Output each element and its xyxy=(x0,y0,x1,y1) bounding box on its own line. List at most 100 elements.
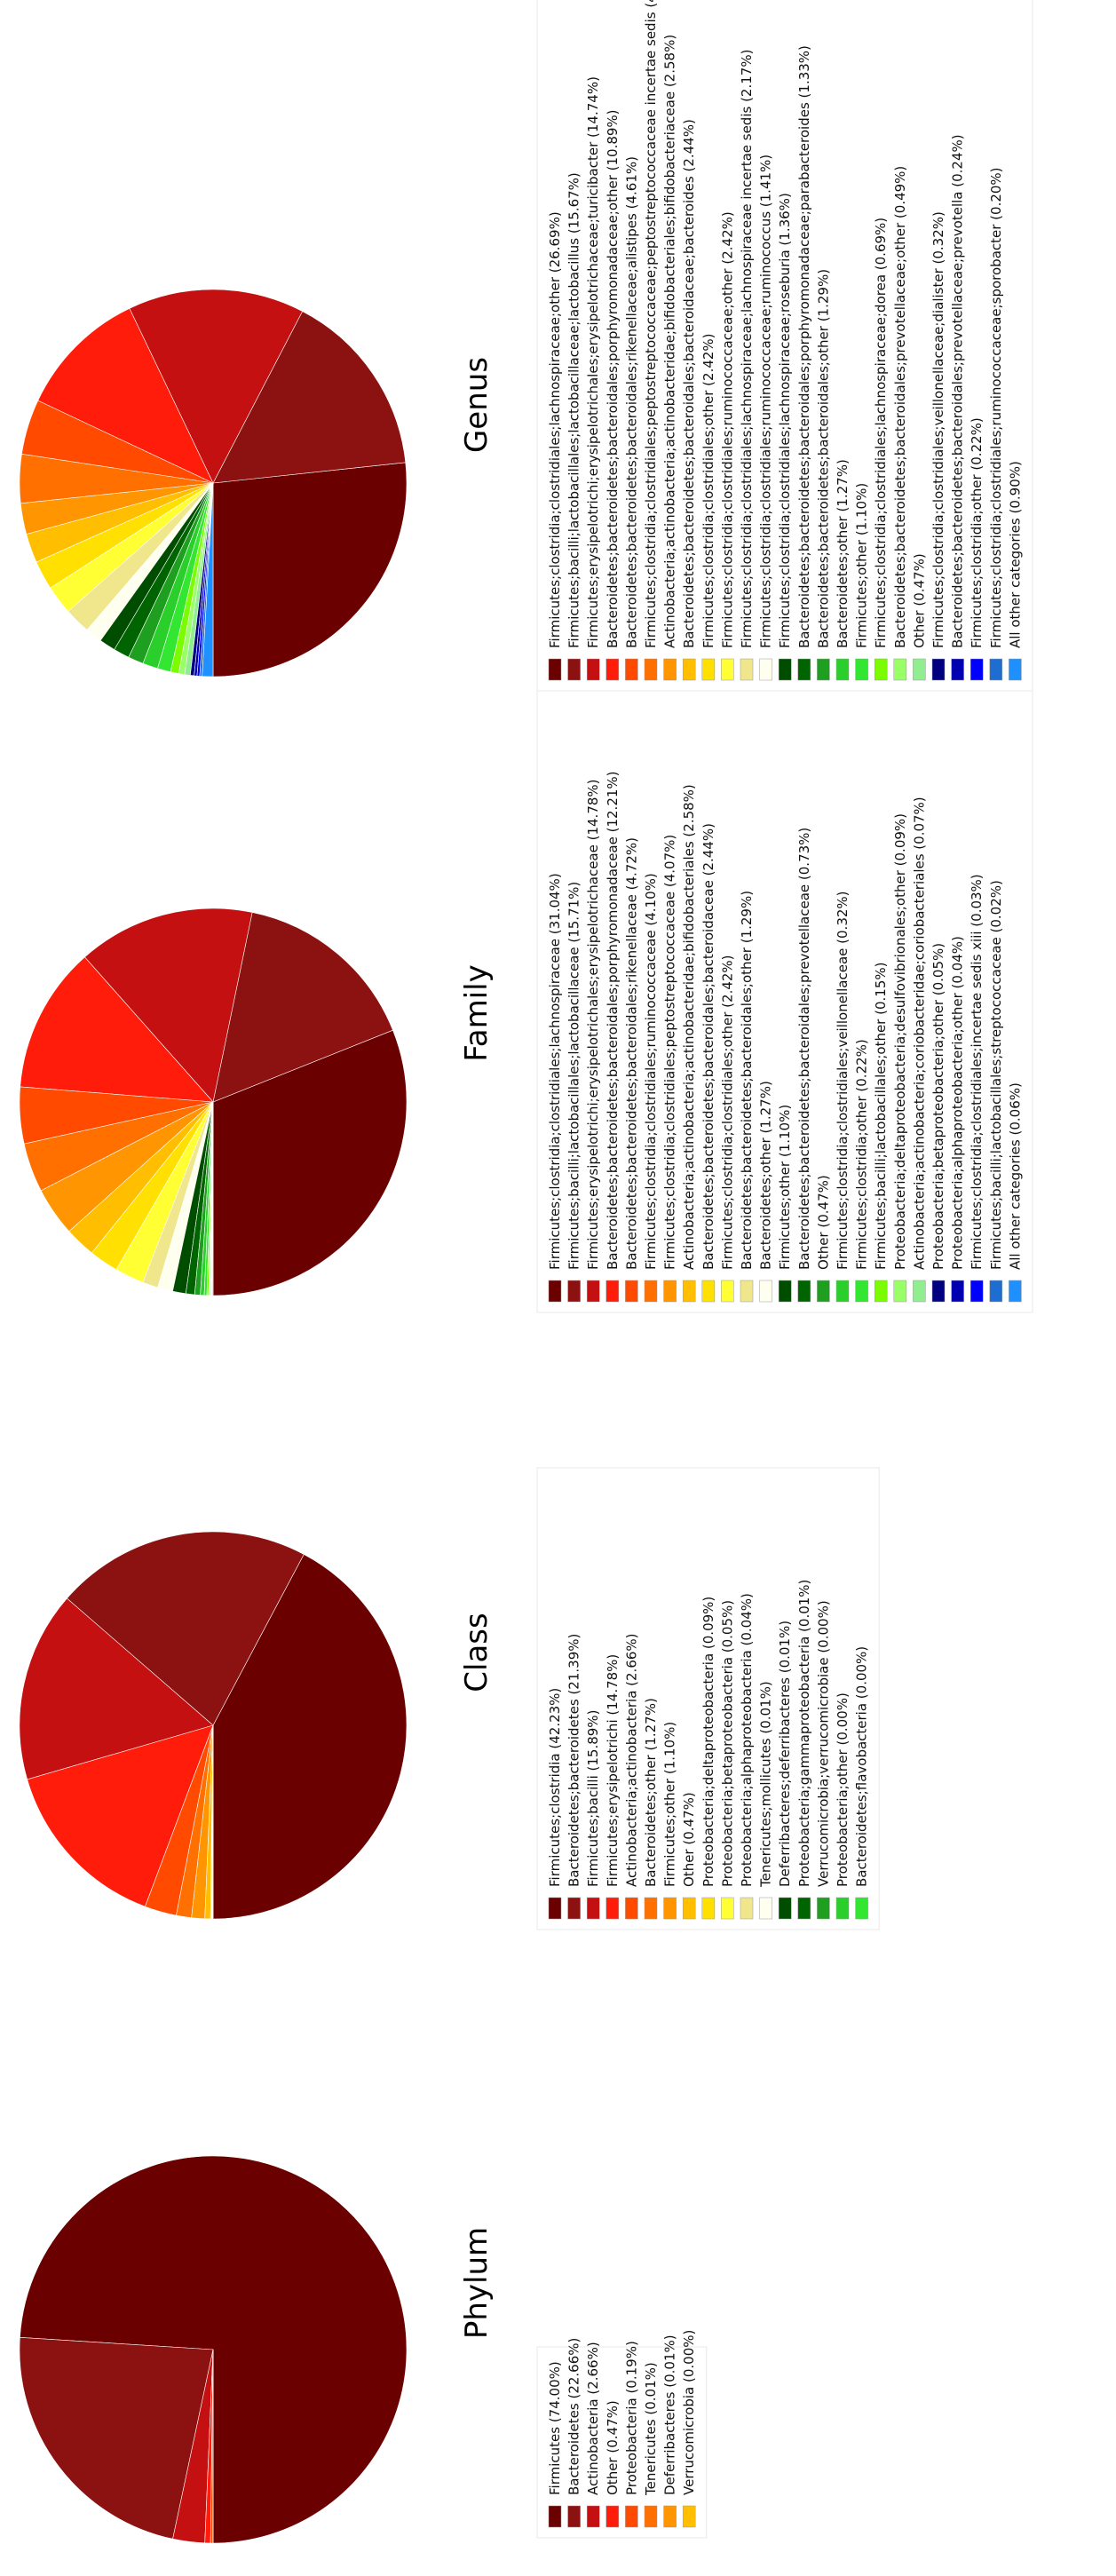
legend-swatch xyxy=(740,1280,754,1303)
legend-phylum: Firmicutes (74.00%) Bacteroidetes (22.66%… xyxy=(536,2330,708,2539)
legend-swatch xyxy=(682,658,696,681)
legend-label: Firmicutes;clostridia;clostridiales;othe… xyxy=(719,955,735,1270)
legend-label: Firmicutes;bacilli;lactobacillales;strep… xyxy=(988,880,1004,1270)
legend-label: Firmicutes (74.00%) xyxy=(547,2361,563,2495)
legend-swatch xyxy=(874,1280,888,1303)
legend-label: Other (0.47%) xyxy=(681,1792,697,1887)
legend-label: Bacteroidetes;bacteroidetes;bacteroidale… xyxy=(681,119,697,648)
legend-label: Tenericutes;mollicutes (0.01%) xyxy=(758,1681,774,1888)
panel-family: Family Firmicutes;clostridia;clostridial… xyxy=(19,628,1033,1313)
pie-phylum xyxy=(19,2155,408,2544)
legend-frame xyxy=(536,1467,880,1930)
legend-label: Deferribacteres;deferribacteres (0.01%) xyxy=(777,1621,793,1887)
chart-title-phylum: Phylum xyxy=(459,2227,495,2339)
legend-swatch xyxy=(625,2505,638,2528)
legend-swatch xyxy=(855,1897,868,1920)
legend-genus: Firmicutes;clostridia;clostridiales;lach… xyxy=(536,0,1033,692)
legend-swatch xyxy=(567,1897,581,1920)
legend-swatch xyxy=(817,1280,830,1303)
legend-swatch xyxy=(913,658,926,681)
pie-family xyxy=(19,908,408,1296)
legend-swatch xyxy=(951,658,964,681)
legend-swatch xyxy=(893,1280,907,1303)
legend-swatch xyxy=(855,658,868,681)
pie-class xyxy=(19,1531,408,1920)
legend-label: Bacteroidetes;flavobacteria (0.00%) xyxy=(854,1646,870,1887)
legend-swatch xyxy=(567,658,581,681)
legend-label: Other (0.47%) xyxy=(815,1175,831,1270)
pie-slice-genus-0 xyxy=(212,462,408,678)
legend-label: Firmicutes;clostridia;clostridiales;ince… xyxy=(969,874,985,1270)
legend-swatch xyxy=(740,1897,754,1920)
legend-swatch xyxy=(644,1280,658,1303)
legend-swatch xyxy=(893,658,907,681)
legend-label: Bacteroidetes;other (1.27%) xyxy=(758,1081,774,1270)
legend-label: Bacteroidetes;other (1.27%) xyxy=(835,459,851,648)
chart-title-family: Family xyxy=(459,964,495,1061)
legend-label: Proteobacteria;alphaproteobacteria (0.04… xyxy=(739,1593,755,1887)
legend-swatch xyxy=(1009,1280,1022,1303)
legend-swatch xyxy=(778,1897,792,1920)
legend-label: Verrucomicrobia (0.00%) xyxy=(681,2330,697,2495)
legend-label: Bacteroidetes (22.66%) xyxy=(566,2338,582,2495)
legend-swatch xyxy=(701,1280,716,1303)
legend-label: Bacteroidetes;bacteroidetes;bacteroidale… xyxy=(950,134,966,648)
legend-frame xyxy=(536,0,1033,692)
legend-label: Proteobacteria;gammaproteobacteria (0.01… xyxy=(796,1580,812,1887)
chart-title-class: Class xyxy=(459,1613,495,1692)
legend-label: Firmicutes;clostridia;clostridiales;othe… xyxy=(700,333,716,648)
legend-label: Bacteroidetes;bacteroidetes (21.39%) xyxy=(566,1634,582,1887)
legend-label: Actinobacteria;actinobacteria;actinobact… xyxy=(662,35,678,648)
legend-label: Firmicutes;other (1.10%) xyxy=(854,483,870,648)
legend-label: Actinobacteria;actinobacteria (2.66%) xyxy=(623,1633,639,1887)
legend-label: Actinobacteria (2.66%) xyxy=(585,2342,601,2495)
legend-label: Proteobacteria;deltaproteobacteria;desul… xyxy=(892,813,908,1270)
legend-label: Firmicutes;clostridia;clostridiales;rumi… xyxy=(719,211,735,648)
legend-label: Proteobacteria (0.19%) xyxy=(623,2341,639,2495)
legend-label: Firmicutes;other (1.10%) xyxy=(777,1105,793,1270)
legend-swatch xyxy=(605,1897,620,1920)
legend-swatch xyxy=(701,1897,716,1920)
legend-label: Bacteroidetes;bacteroidetes;bacteroidale… xyxy=(623,156,639,648)
legend-swatch xyxy=(721,1897,734,1920)
legend-swatch xyxy=(855,1280,868,1303)
legend-label: Firmicutes;clostridia;clostridiales;veil… xyxy=(930,211,946,648)
legend-label: Bacteroidetes;other (1.27%) xyxy=(643,1698,659,1887)
legend-swatch xyxy=(605,1280,620,1303)
legend-label: Bacteroidetes;bacteroidetes;bacteroidale… xyxy=(796,45,812,648)
legend-swatch xyxy=(797,1897,811,1920)
pie-slice-genus-2 xyxy=(129,289,304,484)
legend-label: Actinobacteria;actinobacteria;actinobact… xyxy=(681,784,697,1270)
pie-slice-family-24 xyxy=(211,1101,214,1296)
legend-frame xyxy=(536,2346,708,2539)
legend-swatch xyxy=(548,2505,562,2528)
legend-swatch xyxy=(759,1897,772,1920)
legend-label: Tenericutes (0.01%) xyxy=(643,2362,659,2496)
legend-label: Other (0.47%) xyxy=(605,2400,621,2495)
legend-label: Firmicutes;clostridia (42.23%) xyxy=(547,1688,563,1887)
legend-swatch xyxy=(682,2505,696,2528)
legend-swatch xyxy=(817,1897,830,1920)
legend-swatch xyxy=(778,1280,792,1303)
legend-label: Proteobacteria;other (0.00%) xyxy=(835,1692,851,1887)
legend-swatch xyxy=(740,658,754,681)
legend-swatch xyxy=(721,1280,734,1303)
legend-swatch xyxy=(586,1897,600,1920)
panel-phylum: Phylum Firmicutes (74.00%) Bacteroidetes … xyxy=(19,2155,708,2544)
legend-label: Firmicutes;clostridia;clostridiales;lach… xyxy=(547,873,563,1270)
legend-label: Firmicutes;clostridia;clostridiales;lach… xyxy=(777,193,793,648)
legend-label: Proteobacteria;alphaproteobacteria;other… xyxy=(950,936,966,1270)
legend-label: Firmicutes;other (1.10%) xyxy=(662,1722,678,1887)
legend-label: Bacteroidetes;bacteroidetes;bacteroidale… xyxy=(605,109,621,648)
legend-swatch xyxy=(931,658,946,681)
legend-swatch xyxy=(625,1897,638,1920)
legend-swatch xyxy=(586,2505,600,2528)
legend-label: Firmicutes;bacilli;lactobacillales;lacto… xyxy=(566,882,582,1270)
legend-swatch xyxy=(663,1897,677,1920)
legend-label: Firmicutes;clostridia;clostridiales;pept… xyxy=(662,835,678,1270)
legend-label: Firmicutes;bacilli;lactobacillales;lacto… xyxy=(566,172,582,648)
legend-swatch xyxy=(567,1280,581,1303)
legend-label: Verrucomicrobia;verrucomicrobiae (0.00%) xyxy=(815,1600,831,1887)
legend-swatch xyxy=(682,1280,696,1303)
pie-slice-genus-3 xyxy=(37,307,214,484)
